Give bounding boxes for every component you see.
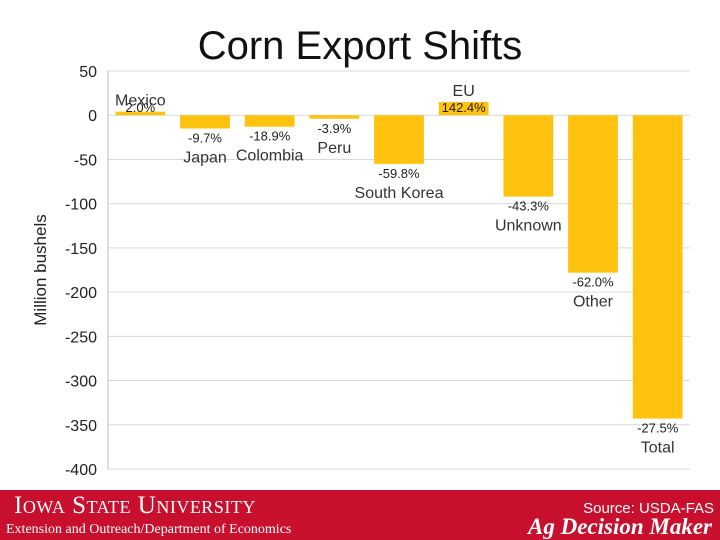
y-tick-label: -250 — [65, 329, 97, 346]
bar-japan — [180, 115, 230, 129]
data-label: -43.3% — [508, 199, 550, 214]
y-tick-label: -200 — [65, 285, 97, 302]
department-text: Extension and Outreach/Department of Eco… — [6, 522, 292, 537]
category-label: Total — [641, 440, 675, 457]
y-tick-label: -100 — [65, 197, 97, 214]
data-label: -3.9% — [317, 121, 351, 136]
category-label: Other — [573, 294, 614, 311]
category-labels: Mexico Japan Colombia Peru South Korea EU Unkn… — [115, 83, 675, 457]
bar-mexico — [115, 111, 166, 116]
bar-eu — [438, 101, 489, 116]
bar-colombia — [244, 115, 295, 127]
y-tick-label: 0 — [88, 108, 97, 125]
y-tick-label: -400 — [65, 462, 97, 479]
y-tick-label: -150 — [65, 241, 97, 258]
data-label: 2.0% — [126, 100, 156, 115]
footer-bar: Iowa State University Extension and Outr… — [0, 490, 720, 540]
data-label: -62.0% — [572, 275, 614, 290]
chart: Million bushels 50 0 -50 -100 -150 -200 -250 -3… — [31, 64, 690, 479]
y-tick-label: -50 — [74, 152, 97, 169]
bar-total — [632, 115, 683, 419]
bar-south-korea — [374, 115, 424, 164]
data-label: -9.7% — [188, 130, 222, 145]
data-label: -18.9% — [249, 129, 291, 144]
category-label: Peru — [317, 140, 351, 157]
y-tick-labels: 50 0 -50 -100 -150 -200 -250 -300 -350 -400 — [65, 64, 97, 479]
bar-other — [568, 115, 618, 273]
y-axis-title-group: Million bushels — [31, 214, 50, 326]
percent-labels: 2.0% -9.7% -18.9% -3.9% -59.8% 142.4% -43.3% -6… — [126, 100, 679, 435]
category-label: Japan — [183, 149, 227, 166]
bars — [115, 101, 683, 419]
page-title: Corn Export Shifts — [197, 24, 523, 68]
source-text: Source: USDA-FAS — [583, 500, 714, 517]
data-label: -59.8% — [378, 166, 420, 181]
category-label: Mexico — [115, 93, 166, 110]
category-label: EU — [453, 83, 475, 100]
data-label: 142.4% — [442, 100, 487, 115]
bar-peru — [309, 115, 360, 119]
bar-unknown — [503, 115, 554, 197]
brand-logo-text: Ag Decision Maker — [528, 514, 712, 539]
university-logo-text: Iowa State University — [14, 492, 256, 519]
category-label: Colombia — [236, 148, 304, 165]
category-label: Unknown — [495, 218, 562, 235]
y-tick-label: -350 — [65, 418, 97, 435]
data-label: -27.5% — [637, 421, 679, 436]
y-tick-label: 50 — [79, 64, 97, 81]
category-label: South Korea — [355, 185, 444, 202]
y-axis-title: Million bushels — [31, 214, 50, 326]
y-tick-label: -300 — [65, 374, 97, 391]
